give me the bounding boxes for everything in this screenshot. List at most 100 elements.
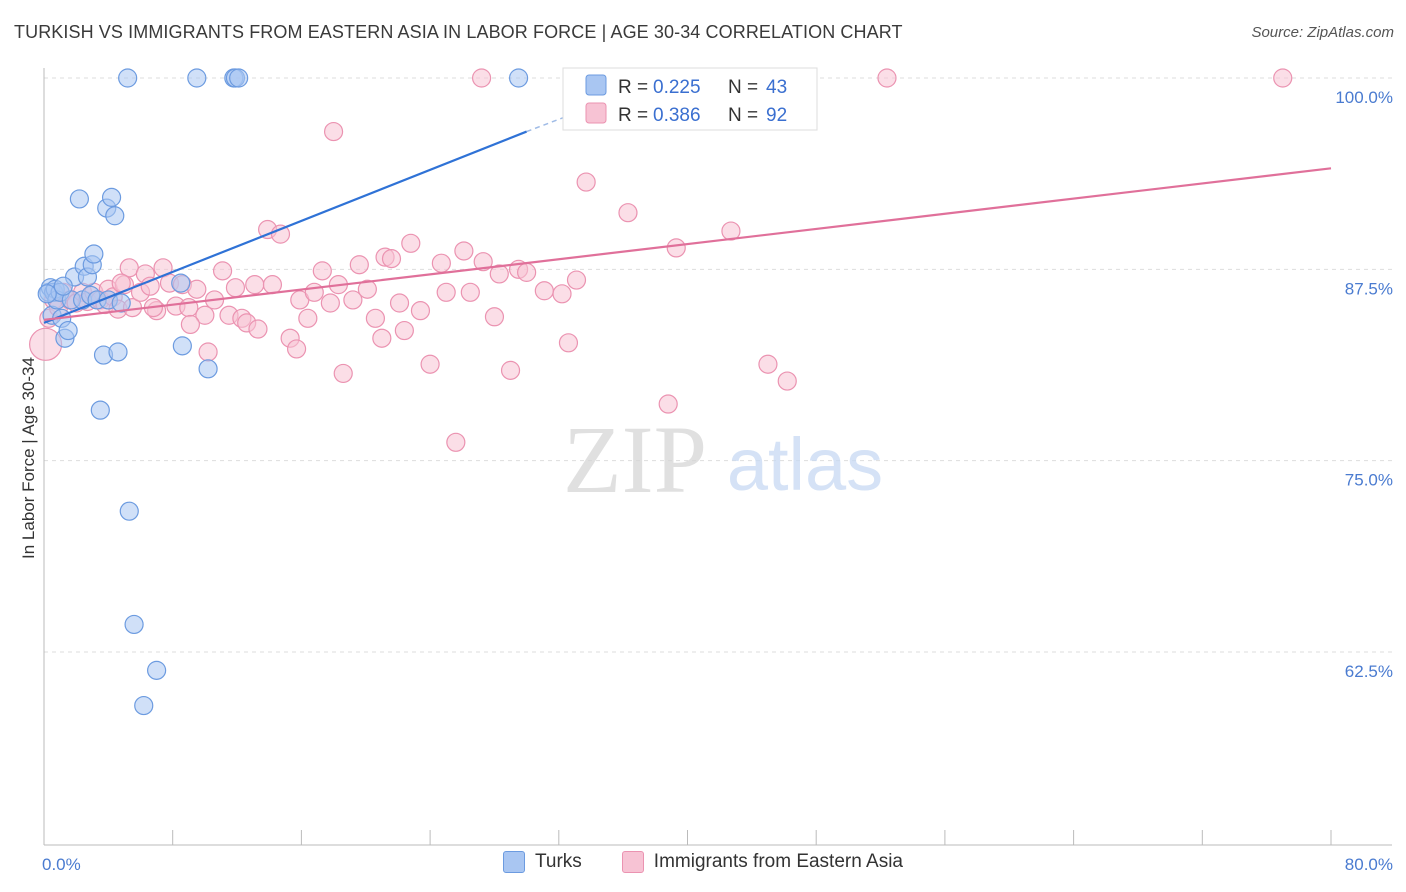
immigrants-point — [1273, 68, 1293, 88]
immigrants-point — [666, 238, 686, 258]
immigrants-point — [558, 333, 579, 353]
legend-r-label-2: R = — [618, 105, 648, 126]
turks-point — [111, 293, 131, 313]
immigrants-point — [517, 262, 537, 282]
y-tick-label: 100.0% — [1335, 88, 1393, 107]
immigrants-point — [389, 293, 410, 313]
turks-point — [37, 284, 57, 304]
y-tick-label: 87.5% — [1345, 279, 1393, 298]
legend-r-label-1: R = — [618, 77, 648, 98]
immigrants-point — [436, 282, 456, 302]
immigrants-point — [357, 279, 377, 299]
legend-swatch-immigrants-bottom — [621, 851, 644, 873]
immigrants-point — [270, 224, 291, 244]
y-axis-label: In Labor Force | Age 30-34 — [19, 357, 38, 559]
legend-item-turks: Turks — [503, 851, 582, 873]
immigrants-point — [198, 342, 218, 362]
turks-point — [84, 244, 104, 264]
immigrants-point — [304, 282, 324, 302]
immigrants-point — [566, 270, 587, 290]
axes — [43, 68, 1392, 846]
turks-point — [147, 660, 167, 680]
legend-top: R = 0.225 N = 43 R = 0.386 N = 92 — [562, 67, 818, 131]
legend-n-value-2: 92 — [766, 105, 787, 126]
turks-point — [118, 68, 138, 88]
y-tick-labels: 62.5% 75.0% 87.5% 100.0% — [1335, 88, 1393, 681]
turks-point — [198, 359, 218, 379]
legend-swatch-turks-bottom — [503, 851, 525, 873]
immigrants-point — [245, 275, 265, 295]
immigrants-point — [431, 253, 451, 273]
turks-point — [69, 189, 89, 209]
immigrants-point — [618, 203, 638, 223]
series-turks-points — [37, 68, 529, 716]
turks-point — [101, 187, 122, 207]
immigrants-point — [248, 319, 268, 339]
immigrants-point — [365, 308, 386, 328]
immigrants-point — [410, 301, 431, 321]
x-tick-label: 80.0% — [1345, 855, 1393, 874]
immigrants-point — [576, 172, 596, 192]
turks-point — [171, 273, 191, 293]
immigrants-point — [489, 264, 509, 284]
immigrants-point — [454, 241, 474, 261]
immigrants-point — [420, 354, 440, 374]
trendlines — [43, 94, 1332, 324]
immigrants-point — [320, 293, 340, 313]
watermark: ZIP atlas — [563, 406, 883, 513]
turks-point — [187, 68, 207, 88]
legend-item-immigrants: Immigrants from Eastern Asia — [621, 851, 903, 873]
turks-point — [108, 342, 128, 362]
y-tick-label: 75.0% — [1345, 471, 1393, 490]
immigrants-point — [225, 278, 246, 298]
immigrants-point — [446, 432, 466, 452]
immigrants-point — [473, 252, 493, 272]
immigrants-point — [777, 371, 797, 391]
legend-n-value-1: 43 — [766, 77, 787, 98]
legend-swatch-turks — [585, 74, 607, 96]
immigrants-point — [298, 308, 318, 328]
legend-label-immigrants: Immigrants from Eastern Asia — [653, 851, 903, 872]
turks-point — [124, 614, 144, 635]
immigrants-trendline — [43, 167, 1332, 321]
turks-point — [58, 320, 78, 341]
immigrants-point — [500, 360, 521, 380]
immigrants-point — [323, 121, 344, 142]
turks-point — [172, 336, 192, 356]
legend-swatch-immigrants — [585, 102, 607, 124]
immigrants-point — [333, 363, 353, 384]
legend-r-value-2: 0.386 — [653, 105, 701, 126]
turks-point — [508, 68, 529, 88]
y-tick-label: 62.5% — [1345, 662, 1393, 681]
x-tick-labels: 0.0% 80.0% — [42, 855, 1393, 874]
turks-point — [90, 400, 110, 420]
immigrants-point — [180, 314, 200, 335]
immigrants-point — [212, 261, 233, 281]
immigrants-point — [343, 290, 363, 310]
series-immigrants-points — [29, 68, 1293, 452]
source-label: Source: ZipAtlas.com — [1251, 24, 1394, 41]
turks-point — [53, 276, 73, 296]
immigrants-point — [658, 394, 678, 414]
immigrants-point — [372, 328, 392, 348]
immigrants-point — [195, 305, 215, 325]
turks-point — [119, 501, 139, 521]
immigrants-point — [401, 233, 421, 253]
immigrants-point — [877, 68, 897, 88]
turks-point — [134, 695, 154, 716]
turks-trendline — [43, 130, 528, 324]
immigrants-point — [394, 320, 414, 341]
legend-n-label-1: N = — [728, 77, 758, 98]
immigrants-point — [471, 68, 492, 88]
immigrants-point — [534, 281, 554, 301]
gridlines — [44, 77, 1392, 653]
legend-n-label-2: N = — [728, 105, 758, 126]
immigrants-point — [262, 275, 283, 295]
watermark-atlas: atlas — [727, 423, 883, 506]
immigrants-point — [758, 354, 778, 374]
immigrants-point — [552, 284, 572, 304]
immigrants-point — [349, 255, 369, 275]
watermark-zip: ZIP — [563, 406, 707, 513]
immigrants-point — [312, 261, 332, 281]
